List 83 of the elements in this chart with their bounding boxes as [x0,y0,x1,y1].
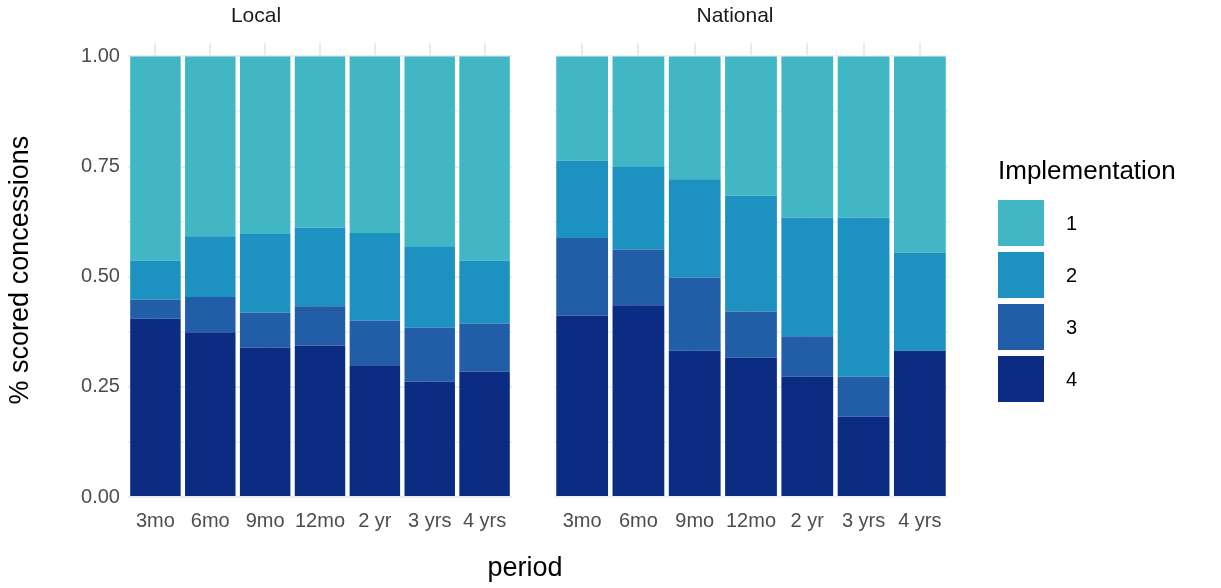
bar [239,56,291,234]
bar [893,56,946,253]
bar [781,217,834,337]
x-tick-label: 3mo [135,508,175,531]
bar [725,56,777,196]
bar [612,249,665,306]
bar [349,320,401,366]
bar [349,365,401,496]
x-tick-label: 12mo [294,508,346,531]
legend-title: Implementation [998,155,1176,186]
bar [130,318,181,496]
y-tick-label: 0.75 [81,154,120,177]
x-tick-label: 9mo [675,508,715,531]
y-tick-label: 1.00 [81,43,120,66]
bar [294,56,346,228]
bar [781,376,834,496]
bar [556,160,609,238]
x-tick-label: 6mo [618,508,658,531]
x-tick-label: 4 yrs [898,508,942,531]
bar [404,381,455,496]
bar [781,56,834,218]
bar [556,237,609,316]
bar [404,246,455,328]
bar [459,260,510,324]
legend-label: 2 [1066,263,1078,287]
legend-label: 3 [1066,315,1078,339]
bar [725,195,777,312]
bar [294,227,346,307]
bar [404,56,455,247]
chart-title: National [696,3,774,27]
bar [668,350,721,496]
x-tick-label: 3 yrs [408,508,452,531]
bar [668,56,721,180]
x-tick-label: 2 yr [358,508,392,531]
bar [185,236,236,297]
x-tick-label: 4 yrs [462,508,507,531]
x-tick-label: 6mo [190,508,230,531]
bar [404,327,455,382]
bar [459,371,510,496]
bar [185,56,236,237]
bar [556,56,609,161]
y-tick-label: 0.00 [81,484,120,507]
bar [239,233,291,313]
bar [725,357,777,496]
bar [349,56,401,234]
bar [668,179,721,278]
x-tick-label: 2 yr [790,508,825,531]
bar [837,416,890,496]
y-axis-title: % scored concessions [3,135,34,405]
bar [130,299,181,319]
bar [185,296,236,333]
bar [893,252,946,351]
chart-title: Local [230,3,282,27]
bar [837,217,890,377]
bar [893,350,946,496]
bar [459,56,510,261]
bar [612,56,665,167]
bar [239,312,291,348]
bar [725,311,777,358]
x-tick-label: 9mo [245,508,285,531]
bar [294,345,346,496]
bar [130,56,181,261]
bar [837,376,890,417]
y-tick-label: 0.50 [81,264,120,287]
bar [612,305,665,496]
y-tick-label: 0.25 [81,374,120,397]
bar [239,347,291,496]
bar [294,306,346,346]
bar [837,56,890,218]
bar [668,277,721,351]
bar [185,332,236,496]
bar [556,315,609,496]
x-axis-title: period [486,552,564,583]
bar [130,260,181,300]
legend-label: 1 [1066,211,1078,235]
x-tick-label: 3mo [562,508,602,531]
bar [459,323,510,372]
legend-label: 4 [1066,367,1078,391]
x-tick-label: 12mo [725,508,777,531]
x-tick-label: 3 yrs [841,508,886,531]
bar [612,167,665,250]
bar [349,233,401,321]
bar [781,336,834,377]
